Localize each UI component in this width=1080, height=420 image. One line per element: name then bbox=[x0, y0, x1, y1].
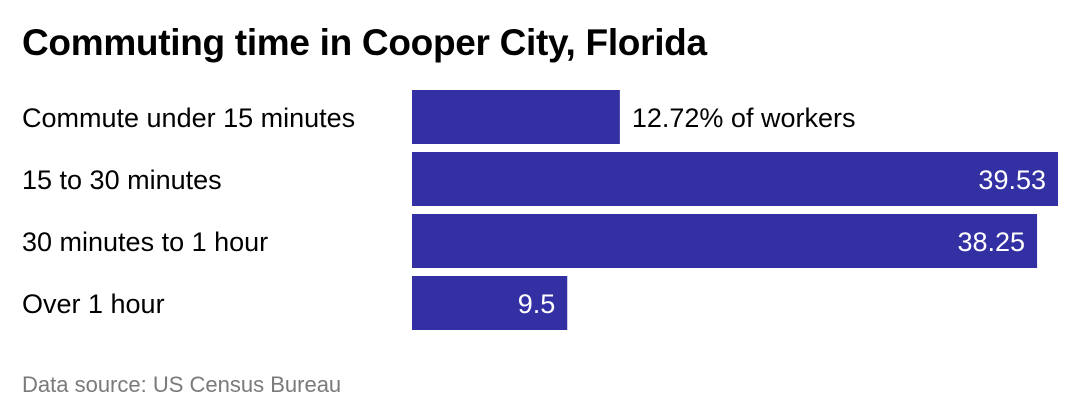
chart-title: Commuting time in Cooper City, Florida bbox=[22, 22, 707, 63]
category-label: Over 1 hour bbox=[22, 289, 165, 319]
bar bbox=[412, 214, 1038, 268]
bar bbox=[412, 276, 568, 330]
value-label: 12.72% of workers bbox=[632, 103, 856, 133]
bar bbox=[412, 90, 620, 144]
category-label: Commute under 15 minutes bbox=[22, 103, 355, 133]
category-label: 30 minutes to 1 hour bbox=[22, 227, 268, 257]
value-label: 38.25 bbox=[958, 227, 1026, 257]
value-label: 39.53 bbox=[978, 165, 1046, 195]
value-label: 9.5 bbox=[518, 289, 556, 319]
data-source-note: Data source: US Census Bureau bbox=[22, 372, 342, 397]
category-label: 15 to 30 minutes bbox=[22, 165, 222, 195]
bar bbox=[412, 152, 1058, 206]
